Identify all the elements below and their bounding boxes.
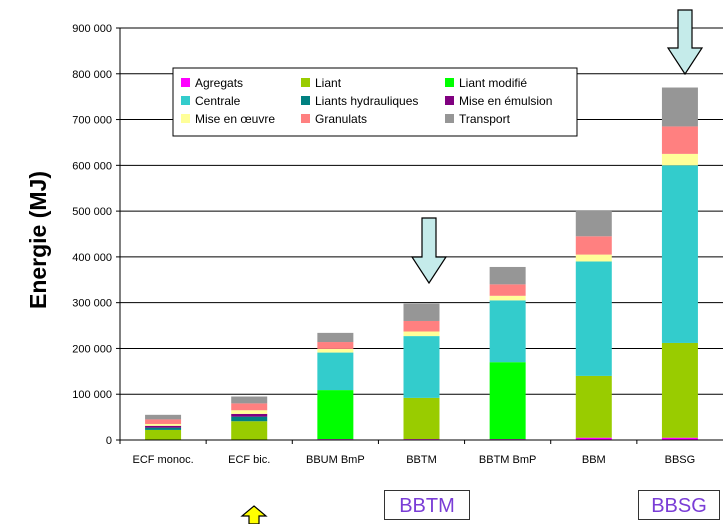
x-tick-labels: ECF monoc. ECF bic. BBUM BmP BBTM BBTM BmP BB…: [120, 440, 695, 466]
bar-segment: [404, 304, 440, 321]
bar-segment: [231, 403, 267, 410]
bar-segment: [662, 154, 698, 165]
legend-swatch: [445, 114, 454, 123]
legend-label: Centrale: [195, 94, 241, 108]
bar-segment: [145, 428, 181, 430]
x-tick-label: BBUM BmP: [306, 454, 365, 466]
legend-label: Granulats: [315, 112, 367, 126]
bar-segment: [317, 349, 353, 353]
bar-segment: [145, 430, 181, 440]
y-tick-label: 500 000: [72, 206, 112, 218]
bar-segment: [576, 261, 612, 375]
y-tick-label: 100 000: [72, 389, 112, 401]
bar-segment: [576, 210, 612, 236]
bar-segment: [662, 343, 698, 438]
bar-segment: [145, 419, 181, 424]
legend-label: Mise en émulsion: [459, 94, 552, 108]
bar-segment: [145, 415, 181, 420]
legend-swatch: [301, 78, 310, 87]
y-tick-label: 900 000: [72, 23, 112, 35]
y-tick-label: 300 000: [72, 298, 112, 310]
legend: Agregats Liant Liant modifié Centrale Liants…: [173, 68, 577, 136]
legend-label: Liants hydrauliques: [315, 94, 418, 108]
callout-bbtm: BBTM: [384, 490, 470, 520]
y-tick-labels: 0 100 000 200 000 300 000 400 000 500 000 600 …: [72, 23, 112, 447]
bar-segment: [317, 342, 353, 349]
legend-swatch: [301, 114, 310, 123]
x-tick-label: BBTM: [406, 454, 437, 466]
bar-segment: [317, 333, 353, 342]
arrow-up-yellow: [242, 506, 266, 524]
x-tick-label: BBM: [582, 454, 606, 466]
bar-segment: [404, 321, 440, 332]
arrow-down-bbsg: [668, 10, 702, 74]
arrow-down-bbtm: [412, 218, 446, 283]
bar-segment: [231, 421, 267, 439]
bar-segment: [576, 376, 612, 438]
bar-segment: [662, 165, 698, 343]
legend-swatch: [445, 96, 454, 105]
legend-swatch: [445, 78, 454, 87]
x-tick-label: BBSG: [665, 454, 696, 466]
bar-segment: [404, 398, 440, 439]
legend-swatch: [181, 78, 190, 87]
bar-segment: [662, 126, 698, 153]
y-axis-label: Energie (MJ): [25, 171, 51, 309]
bar-segment: [490, 296, 526, 301]
y-tick-label: 800 000: [72, 69, 112, 81]
y-tick-label: 600 000: [72, 160, 112, 172]
bar-segment: [576, 236, 612, 254]
bar-segment: [576, 255, 612, 262]
y-tick-label: 0: [106, 435, 112, 447]
bar-segment: [490, 300, 526, 362]
legend-swatch: [181, 96, 190, 105]
bar-segment: [231, 417, 267, 422]
y-tick-label: 200 000: [72, 343, 112, 355]
bar-segment: [490, 284, 526, 295]
callout-bbsg: BBSG: [638, 490, 720, 520]
bar-segment: [231, 414, 267, 417]
bar-segment: [404, 332, 440, 337]
bar-segment: [317, 390, 353, 439]
y-tick-label: 700 000: [72, 115, 112, 127]
bar-segment: [231, 397, 267, 404]
bar-segment: [231, 410, 267, 414]
bar-segment: [145, 426, 181, 428]
bar-segment: [404, 336, 440, 398]
x-tick-label: ECF bic.: [228, 454, 270, 466]
x-tick-label: BBTM BmP: [479, 454, 536, 466]
bar-segment: [317, 353, 353, 391]
bar-segment: [490, 362, 526, 439]
bar-segment: [490, 267, 526, 284]
legend-label: Mise en œuvre: [195, 112, 275, 126]
legend-label: Liant: [315, 76, 342, 90]
bar-segment: [145, 424, 181, 426]
legend-label: Transport: [459, 112, 511, 126]
bar-segment: [662, 88, 698, 127]
legend-label: Agregats: [195, 76, 243, 90]
legend-label: Liant modifié: [459, 76, 527, 90]
legend-swatch: [181, 114, 190, 123]
legend-swatch: [301, 96, 310, 105]
y-tick-label: 400 000: [72, 252, 112, 264]
x-tick-label: ECF monoc.: [133, 454, 194, 466]
